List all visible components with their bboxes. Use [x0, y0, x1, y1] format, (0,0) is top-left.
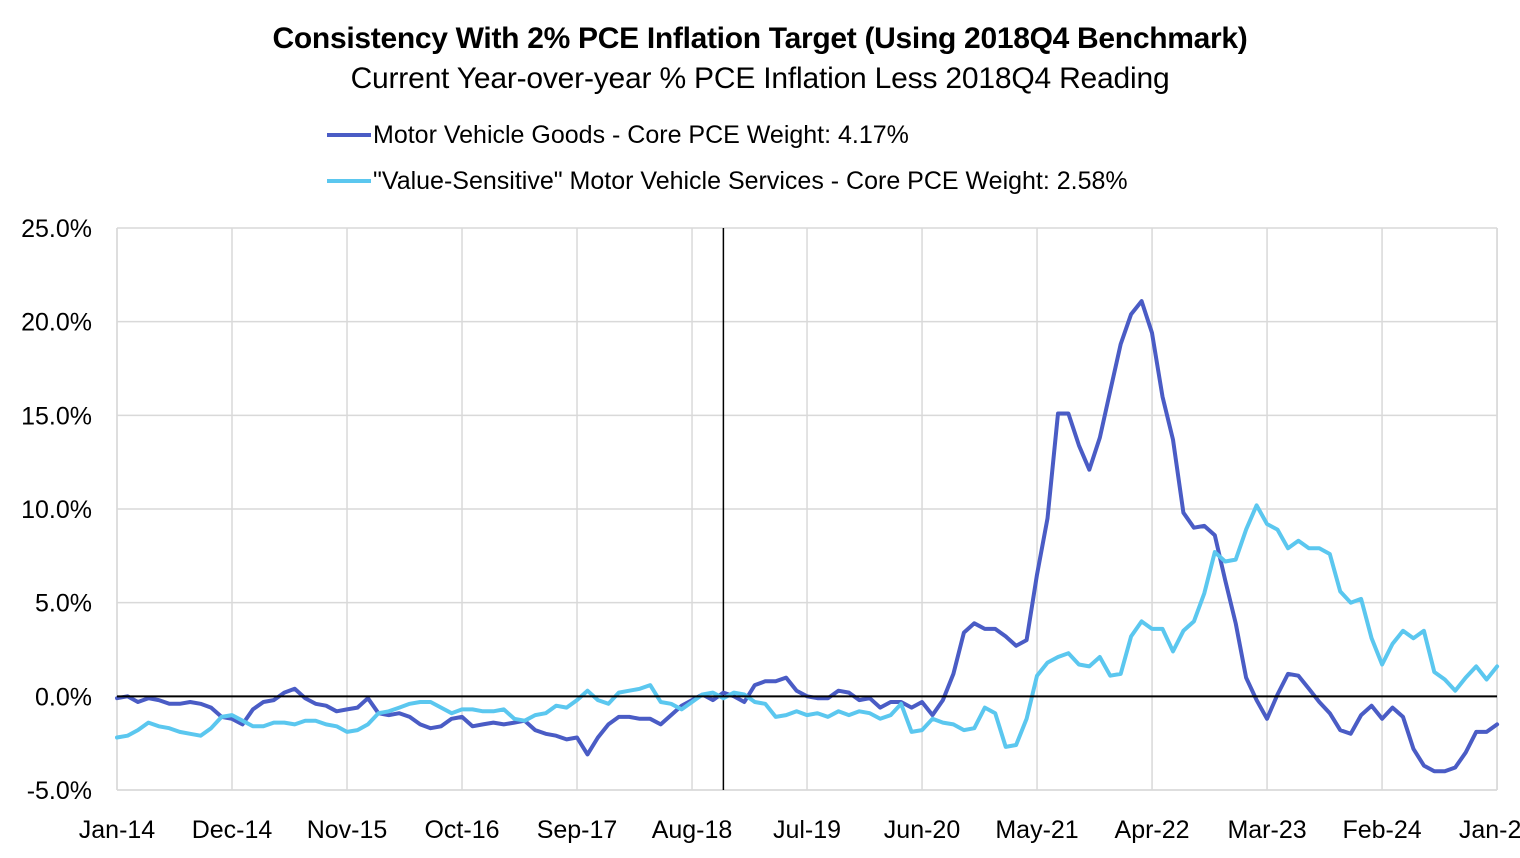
y-tick-label: 0.0% [35, 683, 92, 711]
x-tick-label: Jun-20 [884, 816, 960, 844]
y-tick-label: -5.0% [27, 777, 92, 805]
x-tick-label: Sep-17 [537, 816, 618, 844]
x-tick-label: Apr-22 [1115, 816, 1190, 844]
x-tick-label: Feb-24 [1342, 816, 1421, 844]
legend-swatch-motor-vehicle-goods [327, 133, 371, 137]
x-tick-label: Dec-14 [192, 816, 273, 844]
y-tick-label: 10.0% [21, 496, 92, 524]
x-tick-label: Oct-16 [424, 816, 499, 844]
x-tick-label: Jul-19 [773, 816, 841, 844]
x-tick-label: Jan-14 [79, 816, 156, 844]
y-tick-label: 15.0% [21, 402, 92, 430]
legend-swatch-value-sensitive-services [327, 179, 371, 183]
chart-subtitle: Current Year-over-year % PCE Inflation L… [350, 62, 1170, 95]
legend-label-value-sensitive-services: "Value-Sensitive" Motor Vehicle Services… [373, 166, 1128, 195]
x-tick-label: Nov-15 [307, 816, 388, 844]
x-tick-label: Aug-18 [652, 816, 733, 844]
tick-labels: -5.0% 0.0% 5.0% 10.0% 15.0% 20.0% 25.0% Jan-14 D… [21, 215, 1520, 844]
x-tick-label: Mar-23 [1227, 816, 1306, 844]
series-line-value-sensitive-services [115, 503, 1500, 749]
legend-label-motor-vehicle-goods: Motor Vehicle Goods - Core PCE Weight: 4… [373, 120, 909, 149]
legend-entry-motor-vehicle-goods: Motor Vehicle Goods - Core PCE Weight: 4… [327, 118, 909, 152]
x-tick-label: Jan-25 [1459, 816, 1520, 844]
chart-title: Consistency With 2% PCE Inflation Target… [272, 22, 1248, 55]
y-tick-label: 5.0% [35, 590, 92, 618]
legend-entry-value-sensitive-services: "Value-Sensitive" Motor Vehicle Services… [327, 164, 1128, 198]
y-tick-label: 20.0% [21, 309, 92, 337]
x-tick-label: May-21 [995, 816, 1078, 844]
y-tick-label: 25.0% [21, 215, 92, 243]
